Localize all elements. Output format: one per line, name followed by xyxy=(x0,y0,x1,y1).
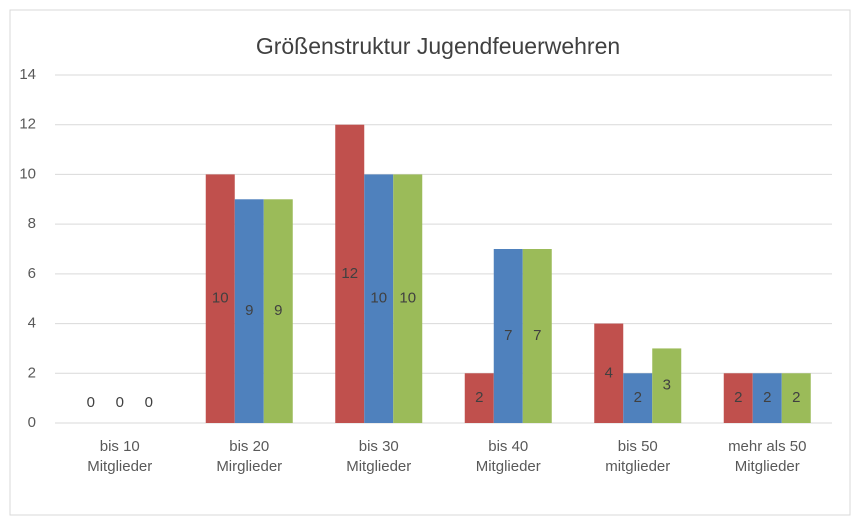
data-label: 10 xyxy=(212,290,229,307)
bar xyxy=(781,373,811,423)
y-tick-label: 0 xyxy=(28,414,36,431)
x-tick-label-line: Mitglieder xyxy=(87,458,152,475)
x-tick-label-line: Mitglieder xyxy=(476,458,541,475)
data-label: 4 xyxy=(605,364,613,381)
bar xyxy=(234,199,264,423)
bar xyxy=(464,373,494,423)
x-tick-label-line: Mirglieder xyxy=(216,458,282,475)
data-label: 3 xyxy=(663,377,671,394)
y-tick-label: 12 xyxy=(19,116,36,133)
chart-frame xyxy=(9,9,851,516)
bar xyxy=(393,174,423,423)
x-tick-label-line: mehr als 50 xyxy=(728,438,806,455)
data-label: 2 xyxy=(763,389,771,406)
data-label: 2 xyxy=(475,389,483,406)
x-tick-label: bis 20 Mirglieder xyxy=(216,438,282,475)
bar xyxy=(205,174,235,423)
data-label: 0 xyxy=(87,394,95,411)
bar xyxy=(493,249,523,423)
data-label: 7 xyxy=(504,327,512,344)
x-tick-label-line: bis 50 xyxy=(618,438,658,455)
x-tick-label-line: bis 20 xyxy=(229,438,269,455)
data-label: 9 xyxy=(245,302,253,319)
data-label: 7 xyxy=(533,327,541,344)
bar xyxy=(263,199,293,423)
y-tick-label: 10 xyxy=(19,165,36,182)
y-tick-label: 6 xyxy=(28,265,36,282)
x-tick-label-line: Mitglieder xyxy=(735,458,800,475)
data-label: 0 xyxy=(145,394,153,411)
data-label: 9 xyxy=(274,302,282,319)
x-tick-label: bis 50 mitglieder xyxy=(605,438,670,475)
bar xyxy=(364,174,394,423)
chart-title: Größenstruktur Jugendfeuerwehren xyxy=(256,33,620,59)
data-label: 10 xyxy=(370,290,387,307)
bar xyxy=(594,323,624,423)
x-tick-label-line: Mitglieder xyxy=(346,458,411,475)
bar xyxy=(723,373,753,423)
bar xyxy=(652,348,682,423)
bar xyxy=(335,124,365,423)
data-label: 2 xyxy=(634,389,642,406)
bar xyxy=(522,249,552,423)
x-tick-label-line: bis 40 xyxy=(488,438,528,455)
x-tick-label: mehr als 50 Mitglieder xyxy=(728,438,806,475)
x-tick-label-line: bis 30 xyxy=(359,438,399,455)
data-label: 0 xyxy=(116,394,124,411)
x-tick-label-line: bis 10 xyxy=(100,438,140,455)
data-label: 10 xyxy=(399,290,416,307)
data-label: 2 xyxy=(792,389,800,406)
x-tick-label-line: mitglieder xyxy=(605,458,670,475)
bar xyxy=(752,373,782,423)
y-tick-label: 14 xyxy=(19,66,36,83)
y-tick-label: 4 xyxy=(28,315,36,332)
bar xyxy=(623,373,653,423)
data-label: 12 xyxy=(341,265,358,282)
x-tick-label: bis 10 Mitglieder xyxy=(87,438,152,475)
data-label: 2 xyxy=(734,389,742,406)
x-tick-label: bis 30 Mitglieder xyxy=(346,438,411,475)
y-tick-label: 2 xyxy=(28,364,36,381)
x-tick-label: bis 40 Mitglieder xyxy=(476,438,541,475)
y-tick-label: 8 xyxy=(28,215,36,232)
